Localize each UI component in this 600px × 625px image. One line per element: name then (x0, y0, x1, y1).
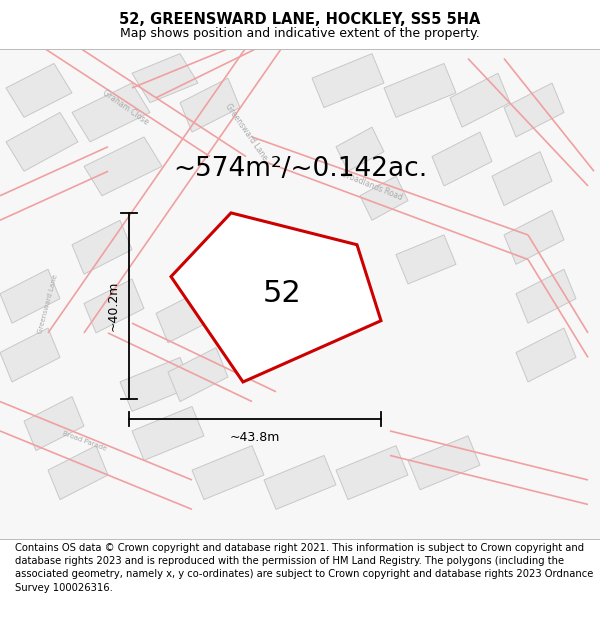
Text: 52: 52 (263, 279, 301, 308)
Polygon shape (516, 328, 576, 382)
Text: Greensward Lane: Greensward Lane (223, 102, 269, 162)
Polygon shape (504, 211, 564, 264)
Polygon shape (450, 73, 510, 127)
Text: ~43.8m: ~43.8m (230, 431, 280, 444)
Text: Broad Parade: Broad Parade (61, 430, 107, 451)
Text: Map shows position and indicative extent of the property.: Map shows position and indicative extent… (120, 27, 480, 40)
Polygon shape (48, 446, 108, 499)
Polygon shape (84, 279, 144, 333)
Polygon shape (312, 54, 384, 107)
Text: ~40.2m: ~40.2m (107, 281, 120, 331)
Polygon shape (156, 289, 216, 342)
Text: Contains OS data © Crown copyright and database right 2021. This information is : Contains OS data © Crown copyright and d… (15, 543, 593, 592)
Polygon shape (264, 456, 336, 509)
Polygon shape (384, 64, 456, 118)
Polygon shape (0, 269, 60, 323)
Polygon shape (168, 348, 228, 401)
Polygon shape (516, 269, 576, 323)
Polygon shape (0, 328, 60, 382)
Polygon shape (408, 436, 480, 490)
Polygon shape (24, 397, 84, 451)
Polygon shape (360, 176, 408, 220)
Text: Greensward Lane: Greensward Lane (37, 273, 59, 334)
Polygon shape (336, 127, 384, 171)
Polygon shape (84, 137, 162, 196)
Polygon shape (132, 54, 198, 102)
Polygon shape (171, 213, 381, 382)
Polygon shape (336, 446, 408, 499)
Text: ~574m²/~0.142ac.: ~574m²/~0.142ac. (173, 156, 427, 182)
Polygon shape (492, 152, 552, 206)
Polygon shape (432, 132, 492, 186)
Polygon shape (6, 64, 72, 118)
Polygon shape (396, 235, 456, 284)
Polygon shape (192, 446, 264, 499)
Polygon shape (72, 83, 150, 142)
Text: Broadlands Road: Broadlands Road (340, 169, 404, 202)
Text: 52, GREENSWARD LANE, HOCKLEY, SS5 5HA: 52, GREENSWARD LANE, HOCKLEY, SS5 5HA (119, 12, 481, 27)
Text: Graham Close: Graham Close (101, 88, 151, 127)
Polygon shape (120, 357, 192, 411)
Polygon shape (6, 112, 78, 171)
Polygon shape (132, 406, 204, 461)
Polygon shape (180, 78, 240, 132)
Polygon shape (72, 220, 132, 274)
Polygon shape (504, 83, 564, 137)
